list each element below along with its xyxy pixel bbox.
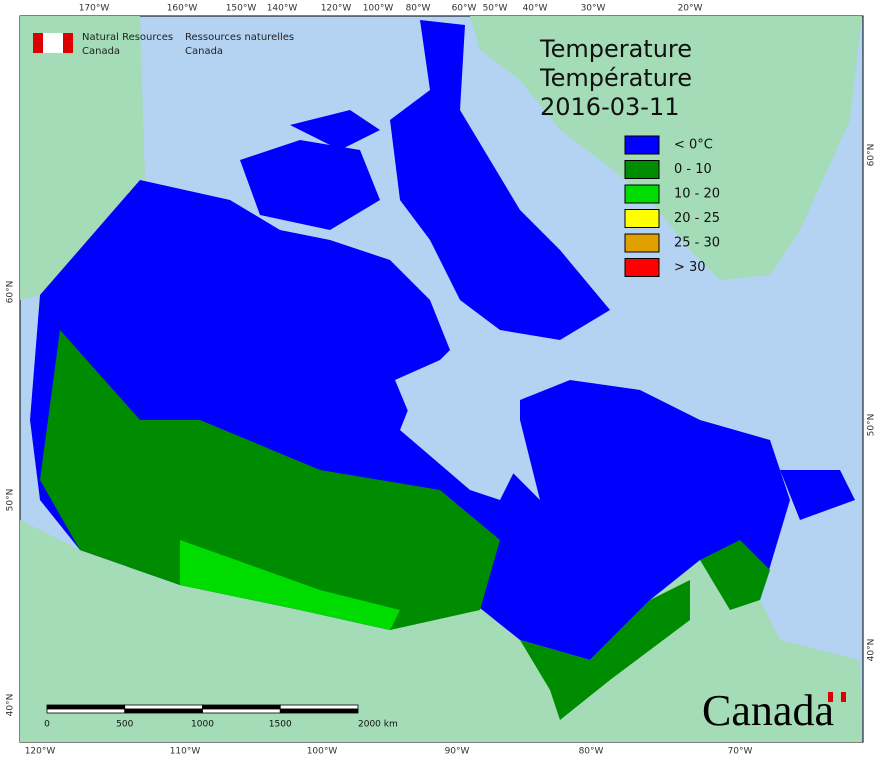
legend-swatch: [624, 258, 660, 277]
legend-label: < 0°C: [674, 138, 713, 153]
graticule-label: 50°W: [483, 4, 508, 14]
graticule-label: 50°N: [867, 414, 877, 437]
header: Natural Resources Canada Ressources natu…: [33, 32, 294, 57]
graticule-label: 150°W: [226, 4, 257, 14]
legend-label: 10 - 20: [674, 187, 720, 202]
scale-label: 1000: [191, 720, 214, 730]
scale-segment: [279, 708, 359, 714]
legend-swatch: [624, 160, 660, 179]
graticule-label: 60°N: [6, 281, 16, 304]
legend-swatch: [624, 209, 660, 228]
scale-label: 500: [116, 720, 133, 730]
scale-segment: [202, 704, 281, 710]
graticule-label: 30°W: [581, 4, 606, 14]
graticule-label: 40°N: [867, 639, 877, 662]
scale-label: 0: [44, 720, 50, 730]
legend-label: > 30: [674, 260, 706, 275]
graticule-label: 20°W: [678, 4, 703, 14]
scale-label: 2000 km: [358, 720, 398, 730]
legend-label: 25 - 30: [674, 236, 720, 251]
graticule-label: 40°N: [6, 694, 16, 717]
graticule-label: 120°W: [321, 4, 352, 14]
legend-swatch: [624, 233, 660, 253]
graticule-label: 110°W: [170, 747, 201, 757]
agency-fr: Ressources naturelles: [185, 32, 294, 43]
graticule-label: 50°N: [6, 489, 16, 512]
legend-swatch: [624, 135, 660, 155]
scale-segment: [124, 708, 203, 714]
graticule-label: 100°W: [307, 747, 338, 757]
graticule-label: 80°W: [406, 4, 431, 14]
flag: [33, 33, 43, 53]
title: 2016-03-11: [540, 93, 679, 121]
agency-fr: Canada: [185, 46, 223, 57]
graticule-label: 90°W: [445, 747, 470, 757]
wordmark: Canada: [702, 686, 834, 735]
scale-label: 1500: [269, 720, 292, 730]
graticule-label: 160°W: [167, 4, 198, 14]
scale-bar: 0 500 1000 1500 2000 km: [44, 704, 398, 730]
graticule-label: 170°W: [79, 4, 110, 14]
graticule-label: 60°W: [452, 4, 477, 14]
wordmark-flag: [828, 692, 833, 702]
flag: [43, 33, 63, 53]
agency-en: Natural Resources: [82, 32, 173, 43]
graticule-label: 70°W: [728, 747, 753, 757]
graticule-label: 60°N: [867, 144, 877, 167]
legend-label: 20 - 25: [674, 211, 720, 226]
graticule-label: 140°W: [267, 4, 298, 14]
title: Température: [539, 64, 692, 92]
graticule-label: 100°W: [363, 4, 394, 14]
wordmark-flag: [841, 692, 846, 702]
legend: < 0°C 0 - 10 10 - 20 20 - 25 25 - 30 > 30: [624, 135, 720, 277]
scale-segment: [46, 708, 126, 714]
flag: [63, 33, 73, 53]
legend-swatch: [624, 184, 660, 204]
graticule-label: 40°W: [523, 4, 548, 14]
agency-en: Canada: [82, 46, 120, 57]
title: Temperature: [539, 35, 692, 63]
scale-segment: [46, 704, 126, 710]
graticule-label: 120°W: [25, 747, 56, 757]
canada: [30, 20, 855, 720]
graticule: 170°W 160°W 150°W 140°W 120°W 100°W 80°W 60°W 50…: [6, 4, 877, 757]
scale-segment: [124, 704, 203, 710]
scale-segment: [202, 708, 281, 714]
scale-segment: [279, 704, 359, 710]
legend-label: 0 - 10: [674, 162, 712, 177]
graticule-label: 80°W: [579, 747, 604, 757]
foreign-land: [20, 16, 862, 742]
